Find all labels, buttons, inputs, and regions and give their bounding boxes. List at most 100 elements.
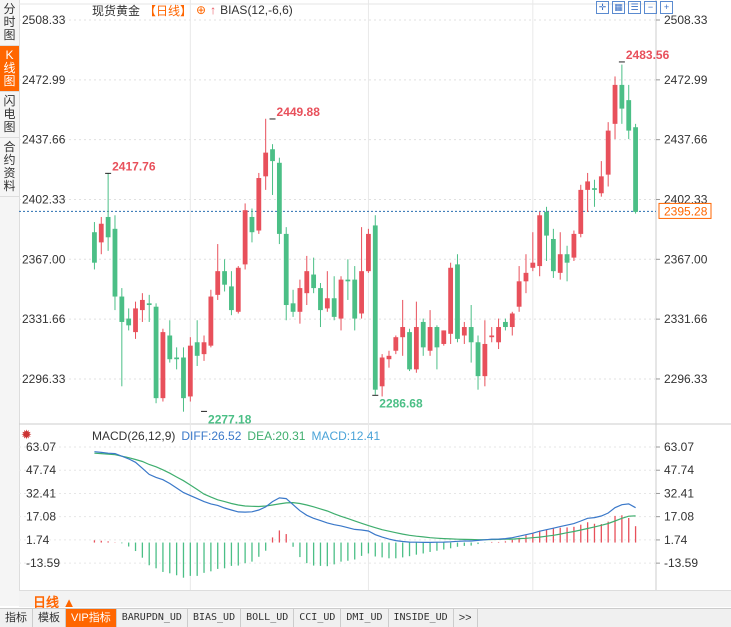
candle-body (297, 288, 303, 312)
candle-body (544, 211, 549, 236)
candle-body (146, 303, 152, 306)
candle-body (400, 327, 406, 338)
candle-body (475, 342, 481, 377)
candle-body (119, 296, 125, 322)
kline-y-tick-label: 2508.33 (664, 13, 708, 27)
candle-body (283, 233, 289, 306)
current-price-box (658, 202, 712, 219)
list-icon[interactable]: ☰ (628, 1, 641, 14)
high-annotation: 2483.56 (626, 48, 670, 62)
candle-body (386, 355, 392, 360)
zoom-in-icon[interactable]: + (660, 1, 673, 14)
candle-body (167, 335, 173, 360)
kline-y-tick-label-left: 2402.33 (22, 192, 66, 206)
diff-line (94, 451, 636, 544)
period-label[interactable]: 【日线】 (144, 3, 193, 18)
tab-bias[interactable]: BIAS_UD (188, 609, 242, 627)
settings-icon[interactable]: ✹ (21, 427, 32, 442)
sidebar-tab-flash[interactable]: 闪电图 (0, 92, 19, 138)
macd-y-tick-label-left: 17.08 (26, 510, 56, 524)
macd-y-tick-label: -13.59 (664, 556, 698, 570)
tab-indicator[interactable]: 指标 (0, 609, 33, 627)
candle-body (578, 189, 584, 234)
chart-canvas[interactable]: 2508.33 2508.33 2472.99 2472.99 2437.66 2437.… (19, 0, 731, 590)
indicator-tabs: 指标 模板 VIP指标 BARUPDN_UD BIAS_UD BOLL_UD C… (0, 608, 731, 627)
candle-body (448, 267, 454, 334)
candle-body (461, 327, 467, 336)
sidebar-tab-timeshare[interactable]: 分时图 (0, 0, 19, 46)
macd-y-tick-label: 47.74 (664, 463, 694, 477)
candle-body (598, 176, 604, 194)
candle-body (407, 332, 412, 370)
candle-body (482, 343, 488, 377)
candle-body (379, 357, 385, 387)
candle-body (263, 152, 269, 177)
instrument-title: 现货黄金 (92, 3, 141, 18)
arrow-up-icon: ↑ (210, 3, 217, 17)
tab-template[interactable]: 模板 (33, 609, 66, 627)
tab-inside[interactable]: INSIDE_UD (389, 609, 454, 627)
sidebar-tab-kline[interactable]: K线图 (0, 46, 19, 92)
candle-body (585, 181, 591, 190)
candle-body (187, 345, 193, 397)
candle-body (304, 271, 310, 294)
tab-barupdn[interactable]: BARUPDN_UD (117, 609, 188, 627)
candle-body (338, 279, 344, 319)
candle-body (496, 327, 501, 343)
candle-body (427, 327, 433, 351)
candle-body (222, 271, 227, 285)
candle-body (242, 210, 248, 265)
low-annotation: 2277.18 (208, 412, 252, 426)
candle-body (331, 298, 337, 317)
tab-vip-indicator[interactable]: VIP指标 (66, 609, 117, 627)
tab-boll[interactable]: BOLL_UD (241, 609, 295, 627)
tab-more[interactable]: >> (454, 609, 478, 627)
candle-body (194, 342, 200, 356)
candle-body (612, 84, 618, 124)
candle-body (318, 288, 323, 311)
candle-body (503, 321, 508, 328)
candle-body (98, 223, 104, 243)
kline-y-tick-label-left: 2331.66 (22, 312, 66, 326)
macd-dea-value: DEA:20.31 (247, 429, 306, 443)
sidebar-tab-contract-info[interactable]: 合约资料 (0, 138, 19, 197)
tab-dmi[interactable]: DMI_UD (341, 609, 389, 627)
candle-body (311, 274, 317, 289)
candle-body (215, 271, 221, 295)
kline-y-tick-label: 2437.66 (664, 133, 708, 147)
macd-y-tick-label: 1.74 (664, 533, 688, 547)
candle-body (256, 178, 262, 231)
macd-diff-value: DIFF:26.52 (181, 429, 242, 443)
candle-body (270, 149, 275, 162)
candle-body (174, 357, 180, 360)
kline-y-tick-label: 2296.33 (664, 372, 708, 386)
indicator-label[interactable]: BIAS(12,-6,6) (220, 3, 293, 17)
grid-icon[interactable]: ▦ (612, 1, 625, 14)
kline-y-tick-label-left: 2437.66 (22, 133, 66, 147)
candle-body (523, 272, 529, 282)
candle-body (229, 286, 234, 311)
candle-body (105, 216, 111, 238)
sidebar: 分时图 K线图 闪电图 合约资料 (0, 0, 20, 606)
toolbar-icons: ✛ ▦ ☰ − + (596, 1, 673, 14)
candle-body (441, 330, 447, 344)
high-annotation: 2449.88 (277, 105, 321, 119)
period-button[interactable]: 日线 ▲ (33, 595, 76, 610)
candle-body (530, 262, 536, 268)
tab-cci[interactable]: CCI_UD (294, 609, 342, 627)
candle-body (626, 100, 632, 131)
macd-legend: MACD(26,12,9) DIFF:26.52 DEA:20.31 MACD:… (92, 429, 380, 443)
candle-body (208, 296, 214, 346)
candle-body (112, 228, 118, 297)
kline-y-tick-label-left: 2367.00 (22, 252, 66, 266)
candle-body (509, 313, 515, 328)
candle-body (153, 306, 159, 399)
plus-icon[interactable]: ⊕ (196, 3, 207, 17)
candle-body (619, 84, 625, 109)
zoom-out-icon[interactable]: − (644, 1, 657, 14)
macd-y-tick-label: 63.07 (664, 440, 694, 454)
crosshair-icon[interactable]: ✛ (596, 1, 609, 14)
kline-y-tick-label-left: 2472.99 (22, 73, 66, 87)
macd-y-tick-label-left: 32.41 (26, 486, 56, 500)
candle-body (126, 318, 132, 326)
